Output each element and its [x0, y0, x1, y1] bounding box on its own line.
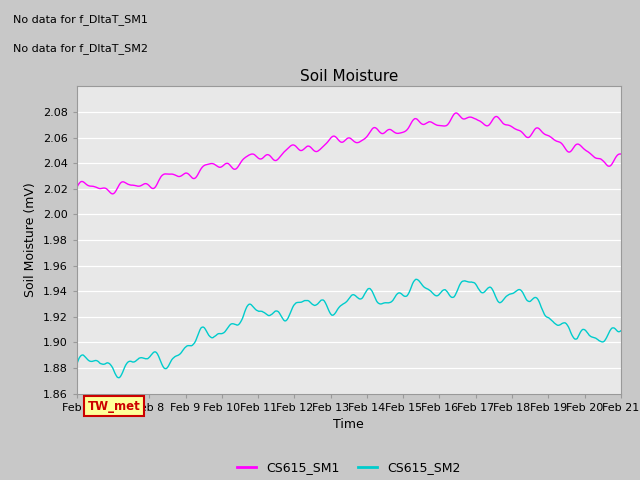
CS615_SM2 — [398, 291, 406, 297]
CS615_SM2 — [521, 294, 529, 300]
Y-axis label: Soil Moisture (mV): Soil Moisture (mV) — [24, 182, 37, 298]
Legend: CS615_SM1, CS615_SM2: CS615_SM1, CS615_SM2 — [232, 456, 465, 480]
Text: No data for f_DltaT_SM2: No data for f_DltaT_SM2 — [13, 43, 148, 54]
CS615_SM2 — [336, 304, 344, 310]
Line: CS615_SM2: CS615_SM2 — [77, 279, 621, 378]
Text: No data for f_DltaT_SM1: No data for f_DltaT_SM1 — [13, 14, 148, 25]
CS615_SM2 — [73, 361, 81, 367]
CS615_SM1 — [617, 151, 625, 157]
CS615_SM1 — [109, 191, 116, 197]
CS615_SM2 — [115, 375, 122, 381]
CS615_SM2 — [412, 276, 420, 282]
X-axis label: Time: Time — [333, 418, 364, 431]
Text: TW_met: TW_met — [88, 400, 140, 413]
CS615_SM1 — [73, 185, 81, 191]
CS615_SM1 — [606, 163, 614, 169]
CS615_SM1 — [398, 130, 406, 135]
CS615_SM1 — [332, 134, 340, 140]
Line: CS615_SM1: CS615_SM1 — [77, 113, 621, 194]
CS615_SM1 — [452, 110, 460, 116]
CS615_SM2 — [606, 328, 614, 334]
CS615_SM2 — [617, 328, 625, 334]
CS615_SM2 — [332, 309, 340, 314]
CS615_SM1 — [336, 138, 344, 144]
CS615_SM2 — [369, 288, 376, 294]
CS615_SM1 — [369, 126, 376, 132]
Title: Soil Moisture: Soil Moisture — [300, 69, 398, 84]
CS615_SM1 — [521, 132, 529, 138]
